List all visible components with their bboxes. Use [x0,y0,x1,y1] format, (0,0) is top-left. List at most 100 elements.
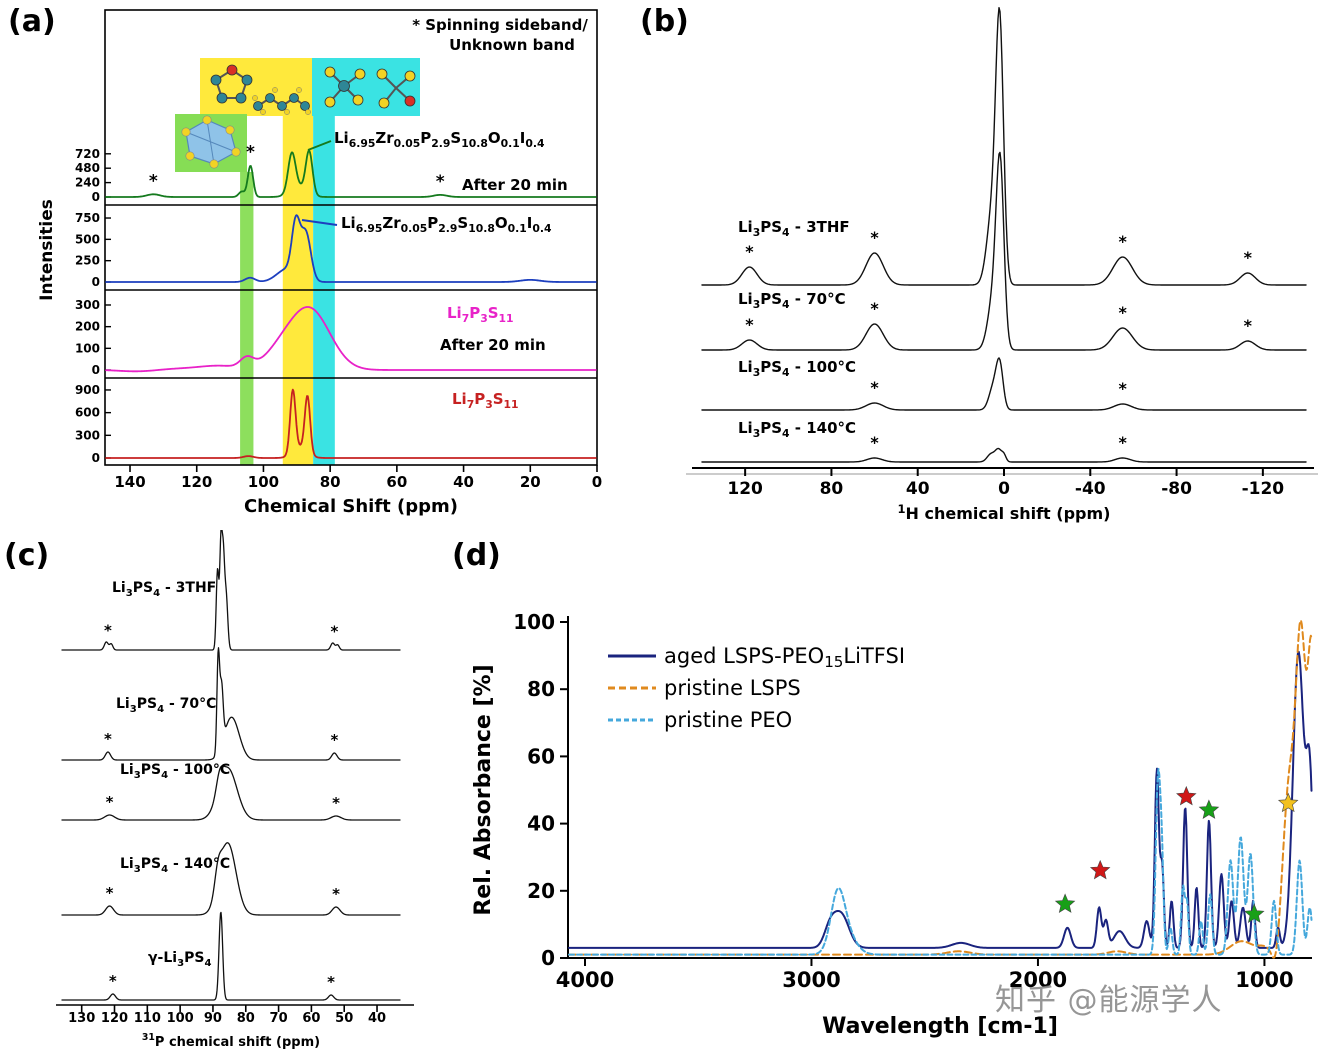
y-tick-label: 480 [75,161,100,175]
x-tick-label: 0 [592,473,602,491]
spectrum-trace-c2 [61,765,401,821]
x-tick-label: 110 [134,1011,161,1026]
asterisk-marker: * [870,433,879,452]
x-tick-label: 20 [520,473,541,491]
atom [181,127,191,137]
trace-label: Li3PS4 - 100°C [738,358,856,379]
svg-shape: 40 [368,1011,386,1026]
svg-shape: 300 [75,428,100,442]
x-axis-title: 31P chemical shift (ppm) [142,1032,320,1050]
leader-line [301,219,338,226]
edge [185,131,237,153]
svg-shape: 100 [75,341,100,355]
svg-shape: * [745,242,754,261]
svg-shape: 0.05 [401,222,428,235]
svg-shape: * [104,730,112,748]
svg-shape: PS [760,419,782,437]
x-tick-label: 40 [906,479,930,499]
panel-c-label: (c) [4,538,50,573]
svg-shape: * [436,172,445,192]
svg-shape: * [104,622,112,640]
spectrum-trace-a0 [105,149,597,198]
y-tick-label: 0 [92,363,100,377]
svg-shape: 240 [75,176,100,190]
svg-shape: I [527,214,533,232]
svg-shape: PS [760,218,782,236]
svg-shape: * [330,622,338,640]
svg-shape: S [493,390,504,408]
svg-shape: pristine PEO [664,708,792,732]
svg-shape: * [870,433,879,452]
svg-shape: 20 [520,473,541,491]
asterisk-marker: * [246,143,255,163]
x-tick-label: 120 [101,1011,128,1026]
svg-shape: 4 [161,770,168,781]
svg-shape: 4 [204,958,211,969]
svg-shape: 80 [820,479,844,499]
svg-shape: * [1244,316,1253,335]
svg-shape: Zr [382,214,401,232]
y-tick-label: 600 [75,406,100,420]
svg-shape: 250 [75,254,100,268]
trace-label: Li7P3S11 [452,390,519,411]
asterisk-marker: * [745,315,754,334]
svg-shape: 4 [782,298,790,311]
trace-sublabel: After 20 min [462,176,568,194]
svg-shape: PS [760,290,782,308]
spectrum-trace-a2 [105,306,597,373]
atom [289,93,299,103]
svg-shape: PS [137,696,157,712]
svg-shape: * [870,378,879,397]
atom [296,87,302,93]
atom [226,64,238,76]
atom [209,159,219,169]
y-tick-label: 100 [513,610,555,634]
y-tick-label: 60 [527,744,555,768]
asterisk-marker: * [149,171,158,191]
asterisk-marker: * [330,622,338,640]
svg-shape: * [1118,232,1127,251]
series-1 [568,619,1313,959]
svg-shape: 300 [75,298,100,312]
svg-shape: - 100°C [790,358,857,376]
svg-shape: 2.9 [431,137,450,150]
svg-shape: 11 [499,312,514,325]
svg-shape: - 140°C [168,856,230,872]
atom [185,151,195,161]
svg-shape: 100 [167,1011,194,1026]
svg-shape: * [332,885,340,903]
svg-shape: γ-Li [148,950,177,966]
svg-shape: 80 [237,1011,255,1026]
svg-shape: P [427,214,438,232]
svg-shape: Li [334,129,349,147]
svg-shape: PS [141,856,161,872]
x-tick-label: 140 [114,473,145,491]
svg-shape: * [870,228,879,247]
svg-shape: 4 [782,427,790,440]
trace-label: Li3PS4 - 3THF [112,580,216,599]
star-marker-icon [1089,859,1111,880]
atom [284,109,290,115]
svg-shape: * [1118,433,1127,452]
svg-shape: * [332,794,340,812]
svg-shape: Zr [375,129,394,147]
svg-shape: * [106,793,114,811]
star-marker-icon [1176,785,1197,806]
svg-shape: 0.4 [525,137,545,150]
svg-shape: 0.05 [394,137,421,150]
svg-shape: Unknown band [449,36,575,54]
svg-shape: Li [120,762,134,778]
svg-shape: 7 [467,398,475,411]
legend-note: * Spinning sideband/ [412,16,588,34]
asterisk-marker: * [1118,433,1127,452]
svg-shape: 3 [126,588,133,599]
svg-shape: * [870,299,879,318]
svg-shape: 130 [68,1011,95,1026]
svg-shape: 1000 [1235,968,1293,992]
svg-shape: 750 [75,211,100,225]
atom [338,80,350,92]
x-tick-label: 80 [820,479,844,499]
x-tick-label: 100 [248,473,279,491]
svg-shape: 0 [592,473,602,491]
svg-shape: * Spinning sideband/ [412,16,588,34]
